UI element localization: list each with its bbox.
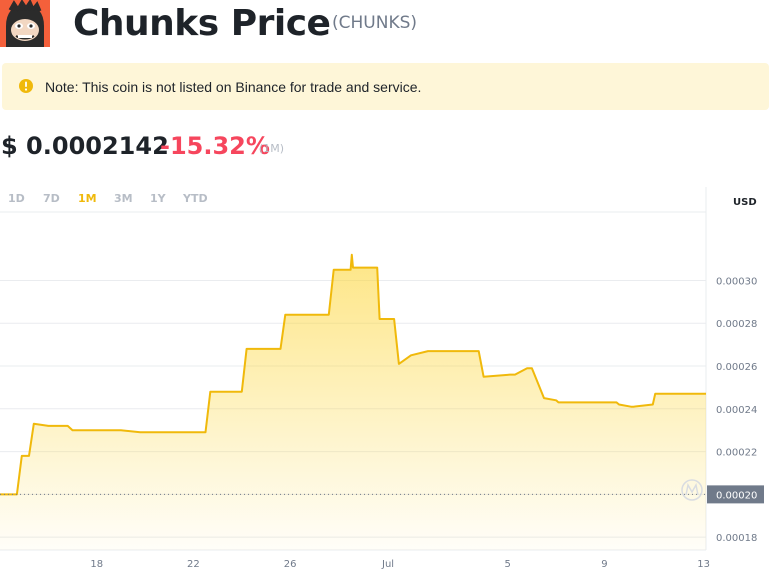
current-price-tag (707, 485, 764, 504)
y-tick-label: 0.00024 (716, 405, 757, 416)
price-line (0, 253, 706, 496)
x-tick-label: 9 (601, 559, 607, 570)
x-tick-label: 13 (697, 559, 710, 570)
price-change-percent: -15.32% (160, 132, 270, 160)
coin-symbol: (CHUNKS) (332, 13, 418, 33)
tab-1m[interactable]: 1M (78, 192, 97, 205)
y-tick-label: 0.00028 (716, 319, 757, 330)
notice-banner: Note: This coin is not listed on Binance… (2, 63, 769, 110)
coin-logo (0, 0, 50, 47)
y-tick-label: 0.00030 (716, 276, 757, 287)
price-area (0, 254, 706, 551)
x-tick-label: 5 (505, 559, 511, 570)
current-price: $ 0.0002142 (1, 132, 169, 160)
page-title: Chunks Price (73, 3, 331, 44)
watermark-icon (681, 479, 703, 501)
ape-logo-icon (0, 0, 50, 47)
tab-3m[interactable]: 3M (114, 192, 133, 205)
x-tick-label: Jul (381, 559, 394, 570)
y-tick-label: 0.00022 (716, 448, 757, 459)
tab-ytd[interactable]: YTD (183, 192, 208, 205)
change-period: (1M) (259, 142, 285, 155)
tab-1d[interactable]: 1D (8, 192, 25, 205)
x-tick-label: 18 (90, 559, 103, 570)
notice-text: Note: This coin is not listed on Binance… (45, 79, 422, 95)
y-tick-label: 0.00018 (716, 533, 757, 544)
x-tick-label: 26 (284, 559, 297, 570)
currency-label: USD (733, 197, 757, 208)
tab-1y[interactable]: 1Y (150, 192, 166, 205)
y-tick-label: 0.00026 (716, 362, 757, 373)
exclamation-circle-icon (19, 79, 33, 93)
x-tick-label: 22 (187, 559, 200, 570)
current-price-tag-label: 0.00020 (716, 490, 757, 501)
tab-7d[interactable]: 7D (43, 192, 60, 205)
